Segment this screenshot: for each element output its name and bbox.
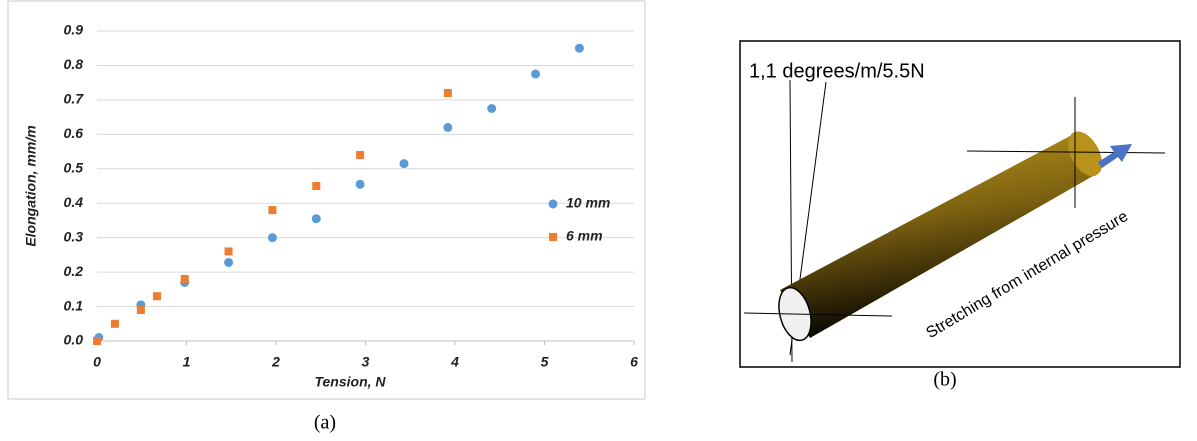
point <box>399 159 409 169</box>
plot: 0.0 0.1 0.2 0.3 0.4 0.5 0.6 0.7 0.8 0.9 0 1 2 3 4 5 6 10 … <box>64 22 639 370</box>
arrow <box>1098 144 1132 168</box>
point <box>311 214 321 224</box>
point <box>312 182 321 190</box>
x-tick-label: 3 <box>362 354 370 370</box>
y-tick-label: 0.2 <box>64 263 84 279</box>
caption: (a) <box>314 412 336 434</box>
y-tick-label: 0.3 <box>64 228 84 244</box>
cylinder <box>780 131 1102 338</box>
point <box>531 69 541 79</box>
point <box>268 206 277 215</box>
angle-label: 1,1 degrees/m/5.5N <box>749 60 925 82</box>
legend-label: 6 mm <box>566 228 603 244</box>
y-tick-label: 0.8 <box>64 56 84 72</box>
x-tick-label: 1 <box>183 354 191 370</box>
horizontal-line <box>966 150 1166 154</box>
point <box>574 43 584 53</box>
y-tick-label: 0.7 <box>64 91 85 107</box>
legend-marker <box>548 199 558 209</box>
y-tick-label: 0.9 <box>64 22 84 38</box>
point <box>355 179 365 189</box>
legend-marker <box>549 233 557 241</box>
point <box>110 319 119 328</box>
cylinder-end <box>1068 131 1102 177</box>
diagram: 1,1 degrees/m/5.5N Stretching from inter… <box>739 40 1181 368</box>
point <box>487 104 497 113</box>
x-tick-label: 4 <box>450 354 459 370</box>
caption: (b) <box>933 369 956 391</box>
x-tick-label: 5 <box>541 354 549 370</box>
diagram-frame <box>739 40 1181 368</box>
y-tick-label: 0.5 <box>64 159 84 175</box>
point <box>443 89 452 97</box>
point <box>443 122 453 132</box>
horizontal-line <box>743 312 893 317</box>
y-tick-label: 0.4 <box>64 194 84 210</box>
point <box>224 257 234 267</box>
point <box>93 337 101 345</box>
point <box>180 275 189 283</box>
x-tick-label: 2 <box>271 354 280 370</box>
point <box>356 151 365 159</box>
chart-frame <box>7 0 646 400</box>
y-tick-label: 0.6 <box>64 125 84 141</box>
point <box>267 233 277 243</box>
point <box>136 306 145 314</box>
y-tick-label: 0.1 <box>64 297 84 313</box>
x-tick-label: 6 <box>630 354 638 370</box>
x-axis-label: Tension, N <box>314 374 386 390</box>
x-tick-label: 0 <box>93 354 101 370</box>
y-axis-label: Elongation, mm/m <box>23 125 39 246</box>
point <box>152 292 161 301</box>
y-tick-label: 0.0 <box>64 332 84 348</box>
legend-label: 10 mm <box>566 195 610 211</box>
point <box>224 247 233 256</box>
